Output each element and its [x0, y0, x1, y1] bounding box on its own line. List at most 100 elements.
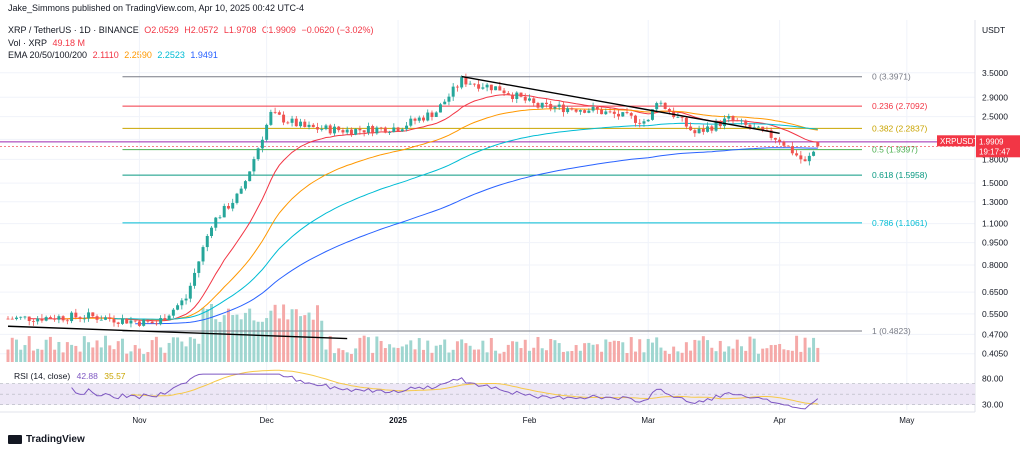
volume-bar — [477, 349, 481, 362]
price-tick-label: 2.5000 — [982, 112, 1008, 122]
candle-body — [790, 146, 794, 154]
volume-bar — [383, 348, 387, 362]
price-tick-label: 0.9500 — [982, 238, 1008, 248]
volume-bar — [494, 350, 498, 362]
candle-body — [600, 109, 604, 115]
candle-body — [256, 148, 260, 160]
candle-body — [701, 128, 705, 132]
volume-bar — [205, 308, 209, 362]
candle-body — [430, 112, 434, 117]
candle-body — [184, 298, 188, 301]
candle-body — [748, 124, 752, 128]
symbol-title[interactable]: XRP / TetherUS · 1D · BINANCE — [8, 25, 139, 35]
time-tick-label: Nov — [132, 416, 146, 425]
candle-body — [108, 317, 112, 319]
candle-body — [706, 126, 710, 132]
volume-bar — [396, 347, 400, 362]
volume-bar — [752, 338, 756, 362]
time-tick-label: May — [899, 416, 914, 425]
rsi-tick-label: 30.00 — [982, 400, 1004, 410]
price-tag-value: 1.9909 — [979, 137, 1004, 146]
volume-bar — [600, 351, 604, 362]
volume-bar — [91, 347, 95, 362]
candle-body — [231, 202, 235, 209]
candle-body — [125, 318, 129, 324]
candle-body — [239, 188, 243, 194]
candle-body — [383, 127, 387, 133]
volume-bar — [57, 341, 61, 362]
candle-body — [812, 151, 816, 156]
candle-body — [595, 106, 599, 110]
candle-body — [116, 322, 120, 324]
candle-body — [48, 317, 52, 319]
volume-bar — [583, 343, 587, 362]
price-tick-label: 1.1000 — [982, 219, 1008, 229]
volume-bar — [778, 344, 782, 362]
volume-bar — [112, 349, 116, 362]
volume-bar — [159, 347, 163, 362]
volume-bar — [595, 344, 599, 362]
candle-body — [70, 312, 74, 322]
volume-bar — [282, 304, 286, 362]
candle-body — [553, 106, 557, 109]
candle-body — [150, 321, 154, 324]
volume-bar — [252, 320, 256, 362]
candle-body — [277, 112, 281, 115]
volume-bar — [710, 347, 714, 362]
volume-bar — [786, 350, 790, 362]
publish-line: Jake_Simmons published on TradingView.co… — [8, 3, 305, 13]
candle-body — [532, 98, 536, 104]
candle-body — [740, 120, 743, 122]
rsi-ma-value: 35.57 — [104, 371, 126, 381]
volume-bar — [70, 344, 74, 362]
candle-body — [693, 130, 697, 134]
volume-bar — [87, 342, 91, 362]
volume-bar — [498, 353, 502, 362]
candle-body — [625, 112, 629, 114]
candle-body — [290, 118, 294, 123]
candle-body — [345, 129, 349, 133]
candle-body — [269, 111, 273, 125]
candle-body — [799, 155, 803, 160]
fib-level-label: 1 (0.4823) — [872, 326, 911, 336]
candle-body — [477, 84, 481, 89]
price-tick-label: 0.8000 — [982, 260, 1008, 270]
candle-body — [481, 87, 485, 89]
trendline — [461, 75, 780, 134]
volume-bar — [519, 348, 523, 362]
candle-body — [494, 86, 498, 91]
volume-bar — [163, 352, 167, 362]
price-tick-label: 0.6500 — [982, 287, 1008, 297]
candle-body — [218, 217, 222, 219]
volume-bar — [61, 352, 65, 362]
time-tick-label: Dec — [260, 416, 274, 425]
ema-label[interactable]: EMA 20/50/100/200 — [8, 50, 88, 60]
candle-body — [235, 193, 239, 203]
candle-body — [540, 102, 544, 108]
candle-body — [159, 318, 163, 325]
candle-body — [379, 127, 383, 129]
volume-bar — [740, 346, 743, 362]
volume-bar — [532, 347, 536, 362]
fib-level-label: 0.786 (1.1061) — [872, 218, 927, 228]
volume-bar — [587, 342, 591, 362]
rsi-label[interactable]: RSI (14, close) 42.88 35.57 — [14, 371, 126, 381]
candle-body — [536, 103, 540, 108]
volume-bar — [748, 336, 752, 362]
candle-body — [680, 116, 684, 118]
candle-body — [583, 110, 587, 113]
volume-bar — [349, 353, 353, 362]
candle-body — [171, 309, 175, 316]
volume-bar — [354, 348, 358, 362]
volume-bar — [727, 346, 731, 362]
volume-label[interactable]: Vol · XRP — [8, 38, 48, 48]
fib-level-label: 0.5 (1.9397) — [872, 145, 918, 155]
volume-bar — [468, 345, 472, 362]
volume-bar — [171, 337, 175, 362]
candle-body — [248, 171, 252, 182]
candle-body — [324, 125, 328, 130]
volume-bar — [277, 318, 281, 362]
volume-bar — [82, 336, 86, 362]
candle-body — [405, 125, 409, 130]
